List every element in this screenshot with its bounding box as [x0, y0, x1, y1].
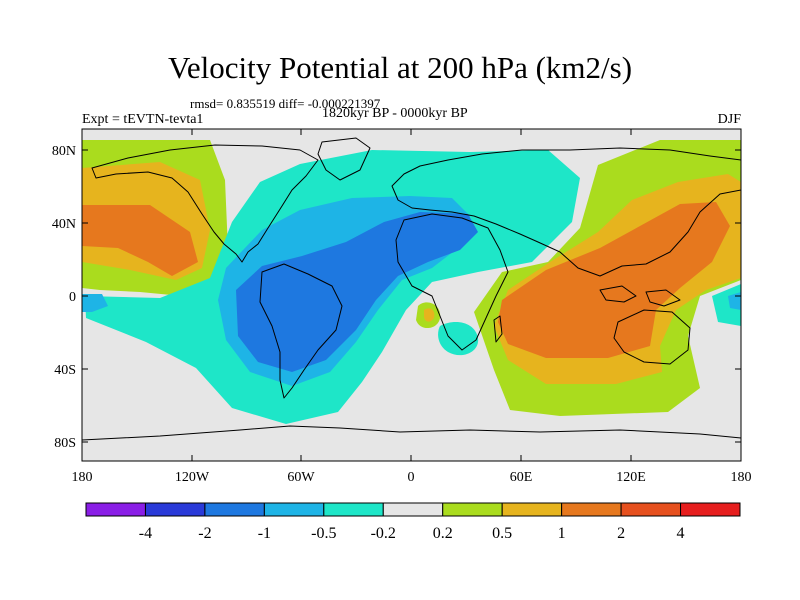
lat-label-80s: 80S [54, 436, 76, 451]
lat-label-40s: 40S [54, 363, 76, 378]
colorbar-swatch-2 [204, 502, 265, 517]
colorbar-swatch-7 [501, 502, 563, 517]
lon-label-60w: 60W [287, 470, 315, 485]
colorbar-swatch-9 [620, 502, 682, 517]
coastline-south-america [259, 263, 343, 399]
positive-region-core [498, 202, 730, 358]
colorbar-swatch-3 [263, 502, 325, 517]
colorbar-swatch-4 [323, 502, 384, 517]
period-text: 1820kyr BP - 0000kyr BP [322, 106, 468, 121]
colorbar-label-neg4: -4 [139, 525, 152, 542]
colorbar-label-pos1: 1 [558, 525, 566, 542]
colorbar-label-pos05: 0.5 [492, 525, 512, 542]
colorbar-swatch-0 [85, 502, 146, 517]
latitude-axis: 80N 40N 0 40S 80S [52, 144, 741, 451]
coastline-antarctica [82, 425, 741, 441]
coastline-africa [395, 213, 509, 351]
negative-region-core [236, 212, 478, 372]
coastline-australia [613, 309, 691, 365]
lon-label-180e: 180 [731, 470, 752, 485]
season-label: DJF [717, 112, 741, 127]
colorbar-label-pos2: 2 [617, 525, 625, 542]
coastline-greenland [317, 137, 371, 181]
colorbar-label-neg2: -2 [198, 525, 211, 542]
coastline-north-america [91, 144, 319, 263]
colorbar-label-pos02: 0.2 [433, 525, 453, 542]
coastline-madagascar [493, 315, 503, 343]
negative-region-south-atlantic [438, 322, 479, 356]
map-title: Velocity Potential at 200 hPa (km2/s) [167, 50, 633, 85]
colorbar-label-neg02: -0.2 [371, 525, 396, 542]
experiment-label: Expt = tEVTN-tevta1 [82, 112, 204, 127]
stats-text: rmsd= 0.835519 diff= -0.000221397 [190, 96, 381, 111]
colorbar: -4 -2 -1 -0.5 -0.2 0.2 0.5 1 2 4 [85, 502, 741, 542]
positive-region-pacific-orange [82, 205, 198, 276]
coastline-maritime-continent [599, 285, 681, 307]
negative-region-west-edge [82, 294, 108, 312]
colorbar-label-neg1: -1 [258, 525, 271, 542]
lon-label-60e: 60E [510, 470, 533, 485]
colorbar-label-pos4: 4 [677, 525, 685, 542]
lat-label-80n: 80N [52, 144, 76, 159]
coastlines [82, 137, 741, 441]
velocity-potential-field [82, 129, 741, 461]
lon-label-0: 0 [408, 470, 415, 485]
colorbar-swatch-1 [144, 502, 206, 517]
lat-label-40n: 40N [52, 217, 76, 232]
positive-region-gulf-guinea-core [424, 308, 435, 322]
lon-label-180w: 180 [72, 470, 93, 485]
lon-label-120e: 120E [616, 470, 646, 485]
colorbar-swatch-10 [680, 502, 741, 517]
colorbar-label-neg05: -0.5 [311, 525, 336, 542]
coastline-eurasia [391, 147, 741, 277]
colorbar-swatch-5 [382, 502, 444, 517]
lat-label-0: 0 [69, 290, 76, 305]
colorbar-swatch-6 [442, 502, 503, 517]
colorbar-swatch-8 [561, 502, 622, 517]
longitude-axis: 180 120W 60W 0 60E 120E 180 [72, 129, 752, 485]
lon-label-120w: 120W [175, 470, 210, 485]
